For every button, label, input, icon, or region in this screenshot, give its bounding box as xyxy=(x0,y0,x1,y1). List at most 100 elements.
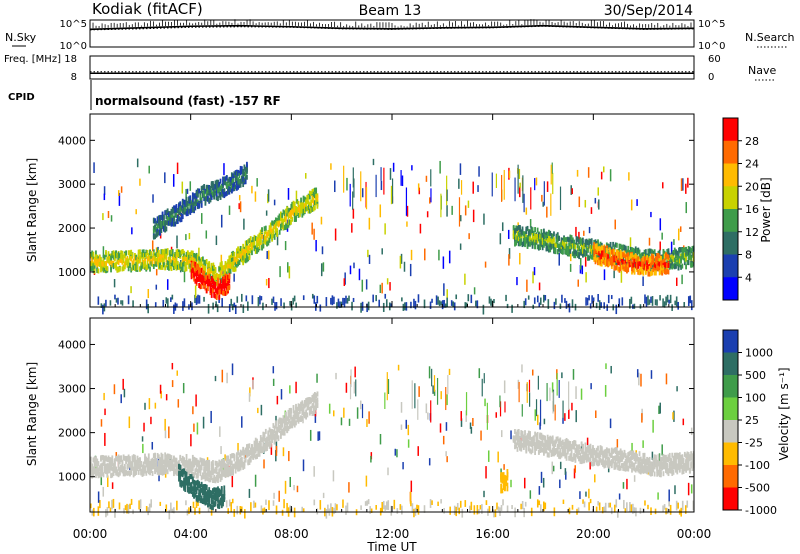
scatter-cell xyxy=(542,201,544,207)
band-cell xyxy=(546,231,549,237)
band-cell xyxy=(214,293,217,299)
band-cell xyxy=(225,471,228,477)
band-cell xyxy=(194,199,197,205)
ground-scatter-cell xyxy=(506,303,509,309)
scatter-cell xyxy=(503,464,505,470)
band-cell xyxy=(149,466,151,472)
band-cell xyxy=(593,256,596,262)
band-cell xyxy=(247,451,250,457)
band-cell xyxy=(225,286,228,292)
band-cell xyxy=(127,259,130,265)
band-cell xyxy=(229,263,232,269)
scatter-cell xyxy=(313,466,315,477)
band-cell xyxy=(201,459,204,465)
band-cell xyxy=(617,266,620,272)
scatter-cell xyxy=(226,372,228,384)
scatter-cell xyxy=(322,262,325,272)
band-cell xyxy=(162,253,165,259)
band-cell xyxy=(149,266,151,272)
ground-scatter-cell xyxy=(130,498,133,505)
band-cell xyxy=(212,288,214,294)
band-cell xyxy=(642,252,645,258)
band-cell xyxy=(614,255,617,261)
scatter-cell xyxy=(459,243,462,250)
band-cell xyxy=(691,251,694,257)
band-cell xyxy=(178,264,180,270)
band-cell xyxy=(680,264,682,270)
band-cell xyxy=(159,262,162,268)
band-cell xyxy=(93,257,96,263)
band-cell xyxy=(273,224,276,230)
band-cell xyxy=(565,239,568,245)
scatter-cell xyxy=(681,274,683,285)
band-cell xyxy=(155,458,158,464)
band-cell xyxy=(112,469,115,475)
band-cell xyxy=(559,242,562,248)
band-cell xyxy=(530,229,533,235)
scatter-cell xyxy=(676,386,678,392)
band-cell xyxy=(230,469,233,475)
band-cell xyxy=(239,461,242,467)
band-cell xyxy=(224,268,227,274)
streak-cell xyxy=(360,171,362,202)
band-cell xyxy=(248,245,251,251)
band-cell xyxy=(220,472,223,478)
band-cell xyxy=(195,467,198,473)
band-cell xyxy=(626,256,628,262)
band-cell xyxy=(174,212,177,218)
band-cell xyxy=(184,459,187,465)
scatter-cell xyxy=(185,234,187,241)
band-cell xyxy=(164,254,167,260)
band-cell xyxy=(232,453,234,459)
band-cell xyxy=(103,266,106,272)
band-cell xyxy=(225,190,228,196)
band-cell xyxy=(170,249,173,255)
band-cell xyxy=(185,257,188,263)
band-cell xyxy=(207,459,209,465)
ground-scatter-cell xyxy=(607,502,610,508)
band-cell xyxy=(199,268,202,274)
ground-scatter-cell xyxy=(364,501,367,506)
scatter-cell xyxy=(241,416,243,428)
band-cell xyxy=(160,452,163,458)
band-cell xyxy=(243,463,246,469)
band-cell xyxy=(150,251,153,257)
band-cell xyxy=(315,197,318,203)
band-cell xyxy=(219,283,222,289)
band-cell xyxy=(190,269,193,275)
band-cell xyxy=(164,265,167,271)
band-cell xyxy=(207,466,209,472)
band-cell xyxy=(235,452,238,458)
band-cell xyxy=(576,251,579,257)
band-cell xyxy=(277,215,280,221)
band-cell xyxy=(647,271,650,277)
band-cell xyxy=(218,294,221,300)
ground-scatter-cell xyxy=(401,297,403,302)
scatter-cell xyxy=(366,419,368,427)
band-cell xyxy=(222,459,224,465)
scatter-cell xyxy=(574,465,576,473)
streak-cell xyxy=(390,185,393,205)
band-cell xyxy=(198,256,201,262)
band-cell xyxy=(580,250,583,256)
band-cell xyxy=(516,231,519,237)
band-cell xyxy=(215,461,218,467)
band-cell xyxy=(515,234,518,240)
band-cell xyxy=(126,258,129,264)
streak-cell xyxy=(355,379,357,397)
band-cell xyxy=(627,267,630,273)
band-cell xyxy=(242,182,245,188)
band-cell xyxy=(516,226,519,232)
band-cell xyxy=(117,460,120,466)
band-cell xyxy=(101,470,104,476)
band-cell xyxy=(244,457,247,463)
band-cell xyxy=(249,247,252,253)
band-cell xyxy=(116,266,119,272)
band-cell xyxy=(199,275,202,281)
band-cell xyxy=(243,453,246,459)
band-cell xyxy=(615,264,618,270)
band-cell xyxy=(520,240,523,246)
band-cell xyxy=(130,249,133,255)
band-cell xyxy=(247,250,250,256)
band-cell xyxy=(112,254,115,260)
